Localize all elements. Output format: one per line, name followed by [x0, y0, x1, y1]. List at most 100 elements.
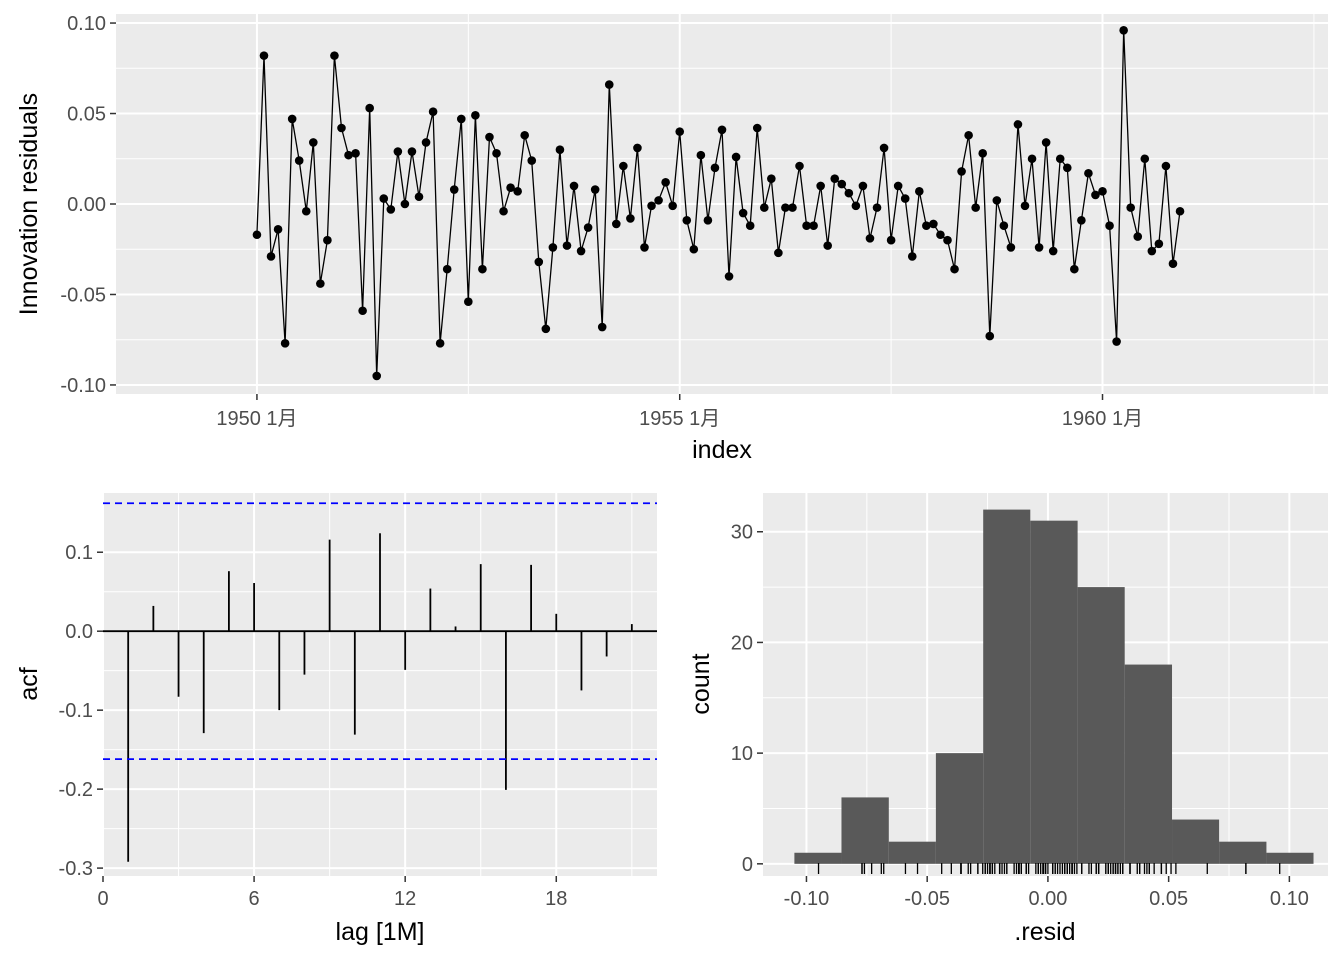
residuals-data-point — [316, 279, 325, 288]
residuals-y-tick-label: -0.10 — [60, 375, 106, 397]
residuals-data-point — [893, 181, 903, 191]
residuals-data-point — [788, 203, 797, 212]
residuals-data-point — [590, 185, 600, 194]
residuals-series-line — [256, 30, 1181, 376]
residuals-data-point — [668, 201, 677, 211]
residuals-data-point — [1168, 259, 1178, 269]
residuals-data-point — [872, 203, 882, 212]
residuals-data-point — [844, 188, 854, 198]
residuals-data-point — [943, 235, 952, 245]
residuals-data-point — [745, 221, 755, 231]
residuals-data-point — [471, 111, 480, 120]
residuals-y-tick-label: 0.00 — [67, 194, 106, 216]
residuals-data-point — [1133, 232, 1143, 241]
residuals-data-point — [837, 179, 847, 189]
residuals-data-point — [626, 214, 635, 223]
histogram-x-tick-label: 0.00 — [1028, 888, 1067, 910]
residuals-data-point — [287, 114, 297, 124]
residuals-data-point — [1027, 154, 1037, 164]
residuals-data-point — [1034, 243, 1044, 252]
residuals-data-point — [900, 194, 910, 203]
acf-y-tick-label: -0.2 — [59, 779, 93, 801]
acf-series — [103, 502, 657, 862]
residuals-data-point — [520, 130, 529, 140]
residuals-data-point — [1062, 163, 1072, 173]
residuals-data-point — [724, 272, 734, 281]
residuals-data-point — [971, 203, 980, 212]
residuals-data-point — [1154, 239, 1164, 249]
acf-y-tick-label: -0.3 — [59, 858, 93, 880]
residuals-data-point — [767, 174, 776, 183]
residuals-data-point — [266, 252, 276, 261]
histogram-y-tick-label: 30 — [731, 522, 753, 544]
residuals-data-point — [294, 156, 304, 165]
histogram-bar — [1124, 664, 1173, 864]
residuals-data-point — [449, 185, 459, 194]
residuals-data-point — [795, 161, 804, 171]
histogram-x-tick-label: -0.05 — [904, 888, 950, 910]
residuals-data-point — [541, 324, 551, 334]
residuals-data-point — [400, 199, 410, 209]
residuals-data-point — [569, 181, 579, 191]
acf-x-tick-label: 12 — [394, 888, 416, 910]
histogram-y-tick-label: 0 — [742, 854, 753, 876]
residuals-data-point — [1020, 201, 1030, 211]
residuals-data-point — [612, 219, 621, 229]
residuals-data-point — [407, 147, 417, 156]
residuals-data-point — [435, 339, 445, 348]
residuals-data-point — [696, 150, 706, 160]
residuals-data-point — [1126, 203, 1135, 212]
histogram-y-axis-title: count — [687, 653, 715, 714]
residuals-data-point — [259, 51, 269, 60]
acf-y-tick-label: -0.1 — [59, 700, 93, 722]
residuals-data-point — [485, 132, 494, 142]
residuals-data-point — [604, 80, 614, 89]
residuals-line-chart: 0.10 0.05 0.00 -0.05 -0.10 1950 1月 1955 1月 1960… — [15, 13, 1328, 464]
residuals-data-point — [280, 339, 290, 348]
residuals-data-point — [915, 187, 924, 196]
residuals-data-point — [1147, 246, 1157, 256]
residuals-x-tick-label: 1950 1月 — [216, 408, 297, 430]
residuals-data-point — [1013, 120, 1023, 129]
residuals-data-point — [929, 219, 938, 229]
residuals-data-point — [351, 149, 360, 158]
residuals-data-point — [1084, 168, 1093, 178]
residuals-data-point — [527, 156, 537, 165]
residuals-data-point — [1161, 161, 1171, 171]
residuals-data-point — [619, 161, 628, 171]
residuals-data-point — [365, 103, 374, 113]
histogram-bar — [794, 852, 842, 864]
residuals-data-point — [562, 241, 572, 250]
residuals-data-point — [654, 196, 663, 205]
acf-y-axis-title: acf — [15, 667, 43, 700]
residuals-data-point — [964, 130, 973, 140]
histogram-bar — [1266, 852, 1314, 864]
histogram-x-tick-label: 0.05 — [1149, 888, 1188, 910]
residuals-data-point — [442, 264, 452, 274]
residuals-data-point — [478, 264, 487, 274]
residuals-data-point — [492, 149, 501, 158]
residuals-data-point — [323, 235, 332, 245]
residuals-data-point — [555, 145, 565, 155]
acf-chart: 0.1 0.0 -0.1 -0.2 -0.30 6 12 18 lag [1M] acf — [15, 493, 657, 946]
residuals-data-point — [703, 215, 713, 225]
histogram-bar — [935, 753, 984, 864]
residuals-data-point — [816, 181, 825, 191]
histogram-bar — [1219, 841, 1267, 864]
residuals-data-point — [344, 150, 353, 160]
residuals-data-point — [1091, 190, 1100, 200]
residuals-data-point — [936, 230, 945, 240]
residuals-x-tick-label: 1955 1月 — [639, 408, 720, 430]
residuals-data-point — [999, 221, 1009, 231]
histogram-bar — [983, 509, 1031, 864]
residuals-data-point — [1048, 246, 1058, 256]
histogram-x-axis-title: .resid — [1014, 918, 1075, 946]
histogram-x-tick-label: 0.10 — [1270, 888, 1309, 910]
residuals-series — [252, 25, 1185, 381]
histogram-bar — [1030, 520, 1078, 864]
histogram-y-tick-label: 10 — [731, 743, 753, 765]
residuals-data-point — [633, 143, 642, 153]
residuals-data-point — [252, 230, 262, 240]
residuals-data-point — [640, 243, 649, 252]
residuals-data-point — [1105, 221, 1114, 231]
